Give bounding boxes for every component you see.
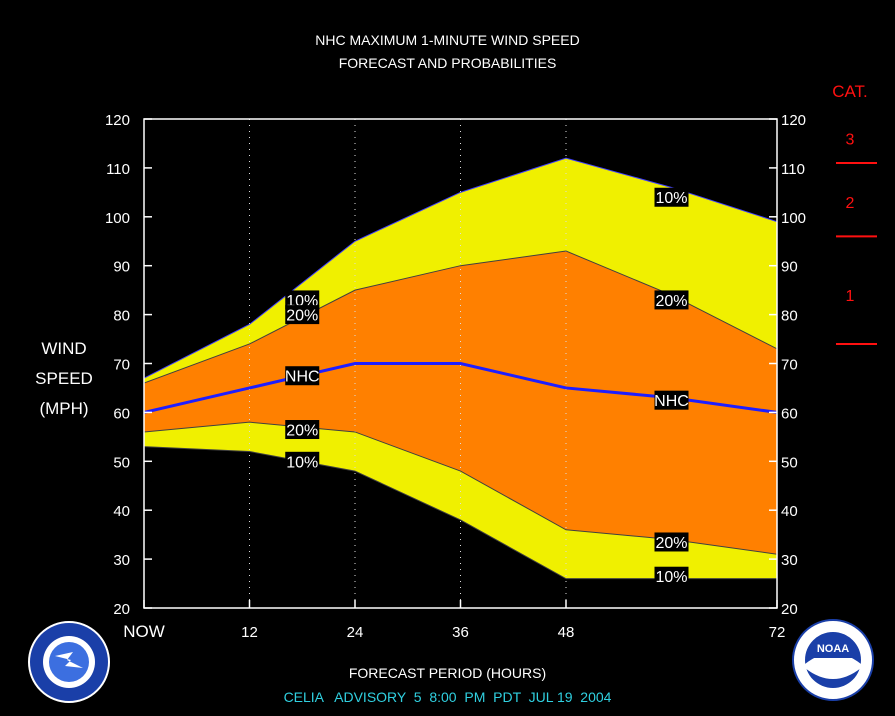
noaa-logo: NOAA [792, 619, 874, 701]
series-label-text: 10% [655, 190, 687, 207]
x-axis-label: FORECAST PERIOD (HOURS) [348, 665, 547, 681]
y-tick-label-right: 40 [781, 503, 798, 520]
series-label-text: 20% [286, 308, 318, 325]
y-tick-label-right: 70 [781, 357, 798, 374]
y-tick-label-left: 110 [106, 161, 130, 178]
series-label: 20% [285, 420, 320, 440]
chart-subtitle: FORECAST AND PROBABILITIES [338, 55, 557, 71]
x-tick-label: 12 [241, 624, 258, 641]
series-label-box [285, 290, 320, 310]
band-20-percent [144, 251, 777, 555]
x-tick-label: 36 [452, 624, 469, 641]
advisory-text: CELIA ADVISORY 5 8:00 PM PDT JUL 19 2004 [283, 689, 612, 705]
y-tick-label-right: 60 [781, 405, 798, 422]
category-title: CAT. [832, 82, 868, 101]
series-label-box [654, 532, 689, 552]
category-level-label: 2 [846, 195, 855, 212]
series-label-text: 10% [286, 454, 318, 471]
series-label-text: NHC [654, 393, 689, 410]
x-tick-label: 24 [347, 624, 364, 641]
y-tick-label-left: 100 [105, 210, 130, 227]
y-tick-label-left: 30 [113, 552, 130, 569]
y-tick-label-right: 80 [781, 308, 798, 325]
nws-logo [28, 621, 110, 703]
y-tick-label-left: 40 [113, 503, 130, 520]
series-label: 20% [654, 532, 689, 552]
series-label: 10% [654, 187, 689, 207]
y-axis-label-line3: (MPH) [39, 399, 89, 418]
series-label-box [285, 305, 320, 325]
series-label-box [285, 451, 320, 471]
y-tick-label-right: 110 [781, 161, 805, 178]
series-label-box [654, 390, 689, 410]
y-tick-label-right: 90 [781, 259, 798, 276]
y-tick-label-right: 20 [781, 601, 798, 618]
series-label: NHC [654, 390, 689, 410]
series-label-box [285, 420, 320, 440]
y-tick-label-left: 120 [105, 112, 130, 129]
y-tick-label-left: 70 [113, 357, 130, 374]
series-label-box [285, 366, 320, 386]
x-tick-label: NOW [123, 622, 165, 641]
category-scale: CAT. 3 2 1 [832, 82, 877, 345]
y-tick-label-left: 20 [113, 601, 130, 618]
series-label: 10% [654, 566, 689, 586]
series-label-text: NHC [285, 369, 320, 386]
series-label: 20% [285, 305, 320, 325]
y-tick-label-left: 90 [113, 259, 130, 276]
y-tick-label-left: 80 [113, 308, 130, 325]
y-tick-label-right: 100 [781, 210, 806, 227]
axis-ticks: 20 20 30 30 40 40 50 50 60 60 70 70 80 80 90 90 100 100 11… [105, 112, 806, 641]
y-axis-label-line2: SPEED [35, 369, 93, 388]
y-tick-label-right: 30 [781, 552, 798, 569]
series-label: 10% [285, 451, 320, 471]
y-tick-label-left: 50 [113, 454, 130, 471]
series-label-text: 20% [655, 535, 687, 552]
y-tick-label-left: 60 [113, 405, 130, 422]
outline-upper-10pct [143, 157, 778, 379]
series-label-text: 20% [286, 423, 318, 440]
y-axis-label-line1: WIND [41, 339, 87, 358]
series-label-box [654, 290, 689, 310]
series-label-box [654, 566, 689, 586]
series-label: 20% [654, 290, 689, 310]
noaa-logo-text: NOAA [817, 643, 849, 655]
series-label-text: 10% [655, 569, 687, 586]
y-tick-label-right: 50 [781, 454, 798, 471]
series-label-box [654, 187, 689, 207]
x-tick-label: 72 [769, 624, 786, 641]
category-level-label: 3 [846, 132, 855, 149]
series-label: NHC [285, 366, 320, 386]
chart-title: NHC MAXIMUM 1-MINUTE WIND SPEED [315, 32, 580, 48]
probability-bands [144, 158, 777, 579]
x-tick-label: 48 [558, 624, 575, 641]
series-label-text: 20% [655, 293, 687, 310]
category-level-label: 1 [846, 288, 855, 305]
y-tick-label-right: 120 [781, 112, 806, 129]
